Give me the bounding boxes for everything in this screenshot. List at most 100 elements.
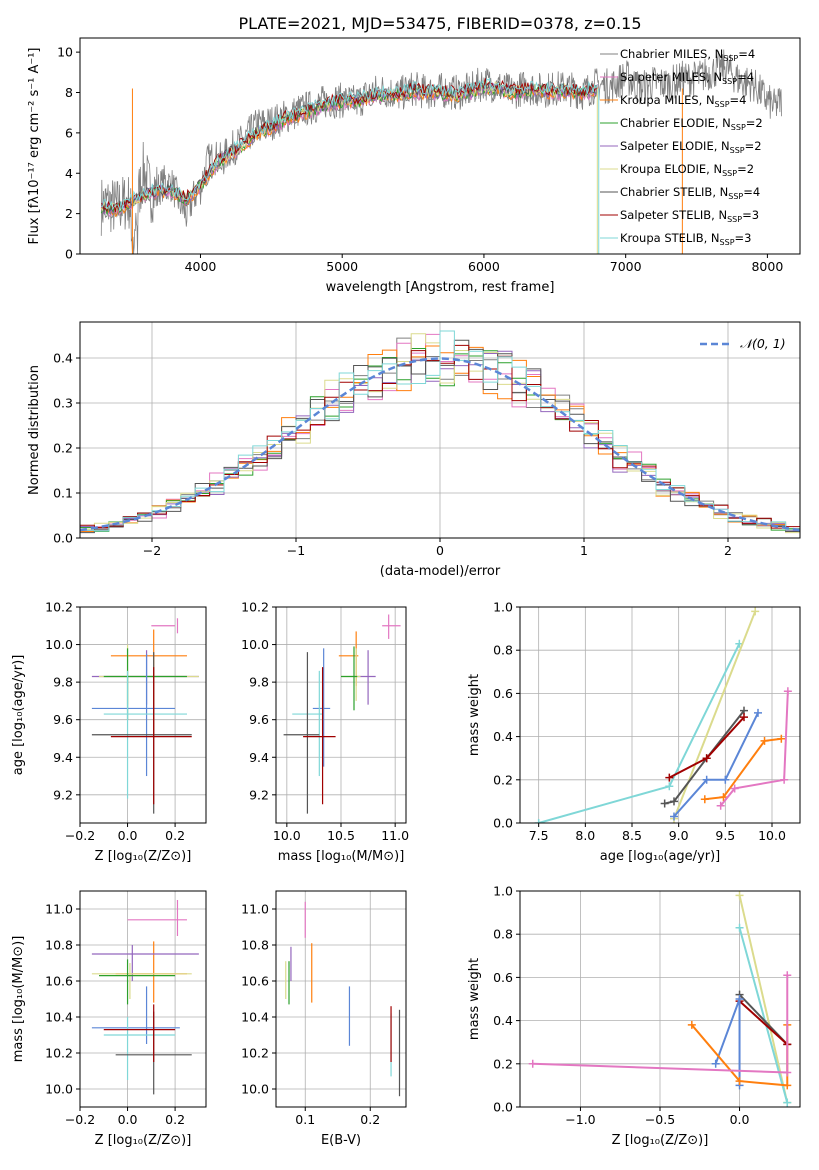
plot-area xyxy=(285,901,401,1097)
legend-text: Kroupa STELIB, N xyxy=(620,231,720,245)
errorbar-point xyxy=(357,650,376,705)
x-tick-label: 5000 xyxy=(326,259,358,274)
y-tick-label: 2 xyxy=(65,206,73,221)
x-tick-label: 8.5 xyxy=(622,828,642,843)
mass-weight-marker xyxy=(783,687,792,696)
y-axis-label: mass weight xyxy=(467,674,482,756)
x-tick-label: 0.2 xyxy=(165,1112,185,1127)
x-tick-label: 0.2 xyxy=(360,1112,380,1127)
x-tick-label: −2 xyxy=(143,543,161,558)
legend-subscript: SSP xyxy=(723,54,738,63)
legend-suffix: =3 xyxy=(742,208,759,222)
mass-weight-marker xyxy=(665,782,674,791)
x-tick-label: 10.0 xyxy=(273,828,301,843)
x-tick-label: 9.5 xyxy=(715,828,735,843)
errorbar-point xyxy=(103,1017,176,1080)
mass-weight-marker xyxy=(754,708,762,717)
x-tick-label: 0 xyxy=(436,543,444,558)
y-tick-label: 9.6 xyxy=(53,712,73,727)
mass-weight-marker xyxy=(735,1077,744,1086)
y-tick-label: 0.3 xyxy=(53,396,73,411)
errorbar-point xyxy=(110,629,187,739)
x-tick-label: 0.0 xyxy=(118,1112,138,1127)
model-spectrum-9 xyxy=(101,77,598,211)
mass-weight-series-1 xyxy=(538,643,741,823)
plot-area xyxy=(534,607,792,823)
y-tick-label: 11.0 xyxy=(45,902,73,917)
panel-massweight-vs-age: 7.5 8.0 8.5 9.0 9.5 10.0 0.0 0.2 0.4 0.6 0.8 1.0 age… xyxy=(467,600,801,864)
y-tick-label: 9.4 xyxy=(53,750,73,765)
legend-suffix: =2 xyxy=(746,116,763,130)
mass-weight-marker xyxy=(702,754,711,763)
y-tick-label: 10.0 xyxy=(45,637,73,652)
mass-weight-marker xyxy=(670,812,678,821)
y-axis-label: mass weight xyxy=(467,958,482,1040)
mass-weight-marker xyxy=(711,1059,720,1068)
plot-area xyxy=(80,330,800,534)
errorbar-point xyxy=(99,644,199,705)
y-tick-label: 0.2 xyxy=(493,1056,513,1071)
mass-weight-marker xyxy=(670,797,678,806)
legend-entry: Salpeter ELODIE, NSSP=2 xyxy=(620,139,762,155)
model-spectrum-8 xyxy=(101,78,598,213)
x-tick-label: 8.0 xyxy=(575,828,595,843)
y-tick-label: 0.4 xyxy=(493,1013,513,1028)
y-tick-label: 10.6 xyxy=(45,974,73,989)
legend-subscript: SSP xyxy=(728,192,743,201)
y-tick-label: 0.2 xyxy=(53,441,73,456)
y-tick-label: 10.8 xyxy=(45,938,73,953)
y-tick-label: 1.0 xyxy=(493,884,513,899)
legend-entry: Chabrier MILES, NSSP=4 xyxy=(620,47,755,63)
mass-weight-marker xyxy=(735,891,744,900)
mass-weight-marker xyxy=(740,713,748,722)
mass-weight-series-3 xyxy=(664,710,745,805)
legend-entry: Salpeter MILES, NSSP=4 xyxy=(620,70,754,86)
legend-suffix: =4 xyxy=(743,185,760,199)
y-axis-label: mass [log₁₀(M/M⊙)] xyxy=(11,936,26,1063)
y-tick-label: 10.0 xyxy=(241,1082,269,1097)
plot-area xyxy=(100,49,782,254)
legend-entry: Chabrier STELIB, NSSP=4 xyxy=(620,185,760,201)
legend-suffix: =2 xyxy=(745,139,762,153)
legend-text: Salpeter ELODIE, N xyxy=(620,139,730,153)
legend-text: Salpeter MILES, N xyxy=(620,70,722,84)
x-tick-label: 0.0 xyxy=(118,828,138,843)
y-tick-label: 8 xyxy=(65,85,73,100)
y-tick-label: 10.4 xyxy=(241,1010,269,1025)
legend-subscript: SSP xyxy=(727,215,742,224)
y-tick-label: 0.1 xyxy=(53,486,73,501)
normal-reference-curve xyxy=(80,357,800,532)
legend-subscript: SSP xyxy=(715,100,730,109)
x-tick-label: −1 xyxy=(287,543,305,558)
y-axis-label: Normed distribution xyxy=(27,365,42,495)
x-tick-label: 9.0 xyxy=(669,828,689,843)
mass-weight-marker xyxy=(780,775,789,784)
legend-text: Salpeter STELIB, N xyxy=(620,208,727,222)
legend-subscript: SSP xyxy=(731,123,746,132)
y-tick-label: 10.8 xyxy=(241,938,269,953)
errorbar-point xyxy=(151,618,179,634)
plot-area xyxy=(283,614,401,814)
mass-weight-series-6 xyxy=(704,737,782,801)
y-tick-label: 0 xyxy=(65,247,73,262)
legend-entry: 𝒩(0, 1) xyxy=(740,336,786,351)
y-tick-label: 0.6 xyxy=(493,686,513,701)
y-tick-label: 10.2 xyxy=(241,1046,269,1061)
y-tick-label: 9.2 xyxy=(249,787,269,802)
legend-suffix: =4 xyxy=(737,70,754,84)
axes-frame xyxy=(519,606,801,824)
plot-area xyxy=(528,891,792,1107)
x-axis-label: mass [log₁₀(M/M⊙)] xyxy=(278,849,405,864)
x-tick-label: 0.2 xyxy=(165,828,185,843)
legend-text: Chabrier MILES, N xyxy=(620,47,723,61)
mass-weight-series-7 xyxy=(719,691,789,807)
y-tick-label: 1.0 xyxy=(493,600,513,615)
mass-weight-series-4 xyxy=(738,1000,788,1046)
mass-weight-marker xyxy=(783,1068,792,1077)
x-tick-label: 11.0 xyxy=(381,828,409,843)
y-tick-label: 0.2 xyxy=(493,772,513,787)
legend-entry: Salpeter STELIB, NSSP=3 xyxy=(620,208,759,224)
legend-text: Chabrier ELODIE, N xyxy=(620,116,731,130)
